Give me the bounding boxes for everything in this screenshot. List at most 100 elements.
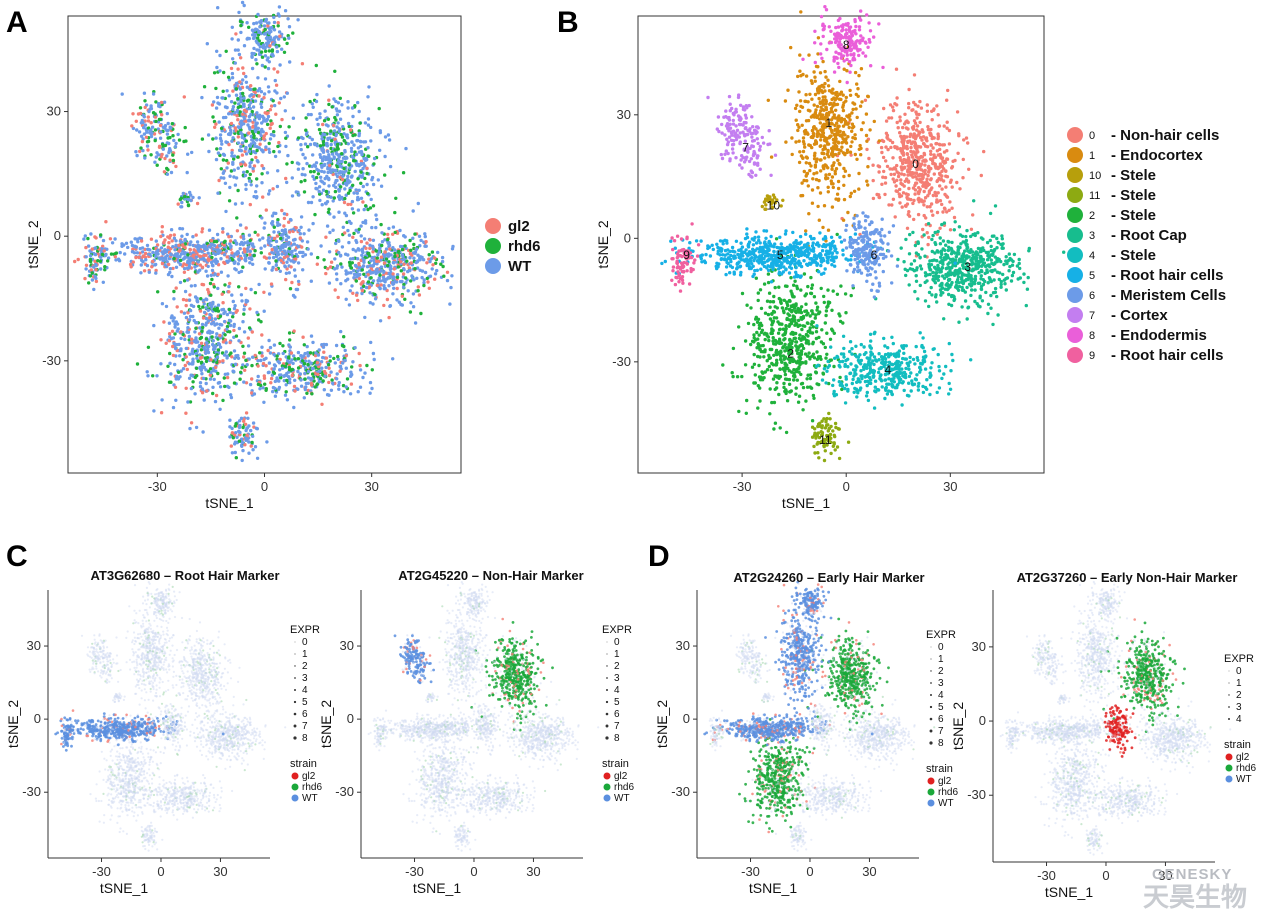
point (325, 356, 328, 359)
point (219, 147, 222, 150)
point (266, 123, 269, 126)
point (854, 137, 857, 140)
point (230, 140, 233, 143)
point (899, 178, 902, 181)
point (215, 322, 218, 325)
point (225, 50, 228, 53)
point (273, 104, 276, 107)
point (906, 147, 909, 150)
point (296, 370, 299, 373)
point (179, 281, 182, 284)
point (283, 212, 286, 215)
point (301, 167, 304, 170)
point (146, 264, 149, 267)
point (306, 247, 309, 250)
point (938, 148, 941, 151)
y-tick-label: -30 (42, 353, 61, 368)
point (254, 130, 257, 133)
point (260, 346, 263, 349)
point (311, 153, 314, 156)
point (174, 142, 177, 145)
point (337, 388, 340, 391)
point (300, 215, 303, 218)
point (801, 73, 804, 76)
point (177, 244, 180, 247)
point (326, 195, 329, 198)
point (230, 355, 233, 358)
point (352, 232, 355, 235)
point (323, 119, 326, 122)
point (387, 284, 390, 287)
point (819, 71, 822, 74)
point (285, 234, 288, 237)
point (383, 261, 386, 264)
point (297, 283, 300, 286)
point (350, 373, 353, 376)
point (230, 154, 233, 157)
point (367, 117, 370, 120)
point (931, 137, 934, 140)
point (829, 134, 832, 137)
point (284, 145, 287, 148)
point (223, 353, 226, 356)
point (165, 154, 168, 157)
point (234, 126, 237, 129)
point (343, 231, 346, 234)
point (230, 37, 233, 40)
point (891, 141, 894, 144)
point (242, 308, 245, 311)
point (303, 396, 306, 399)
point (934, 165, 937, 168)
point (339, 365, 342, 368)
point (177, 343, 180, 346)
point (241, 449, 244, 452)
point (882, 170, 885, 173)
point (323, 370, 326, 373)
point (404, 147, 407, 150)
point (367, 155, 370, 158)
point (451, 247, 454, 250)
point (83, 277, 86, 280)
point (849, 94, 852, 97)
point (388, 247, 391, 250)
point (238, 80, 241, 83)
point (417, 285, 420, 288)
point (391, 233, 394, 236)
point (431, 267, 434, 270)
point (327, 177, 330, 180)
point (258, 115, 261, 118)
point (276, 218, 279, 221)
point (941, 160, 944, 163)
point (384, 287, 387, 290)
point (220, 167, 223, 170)
point (940, 203, 943, 206)
point (285, 238, 288, 241)
point (204, 270, 207, 273)
point (387, 255, 390, 258)
point (948, 142, 951, 145)
point (250, 93, 253, 96)
point (151, 374, 154, 377)
point (273, 343, 276, 346)
point (841, 321, 844, 324)
point (236, 155, 239, 158)
point (927, 169, 930, 172)
point (131, 112, 134, 115)
point (166, 168, 169, 171)
point (241, 459, 244, 462)
point (276, 221, 279, 224)
point (221, 293, 224, 296)
point (327, 208, 330, 211)
point (181, 227, 184, 230)
point (806, 285, 809, 288)
point (264, 65, 267, 68)
point (321, 123, 324, 126)
point (222, 90, 225, 93)
point (243, 330, 246, 333)
point (770, 369, 773, 372)
point (839, 130, 842, 133)
point (903, 113, 906, 116)
point (251, 167, 254, 170)
point (855, 158, 858, 161)
point (311, 175, 314, 178)
